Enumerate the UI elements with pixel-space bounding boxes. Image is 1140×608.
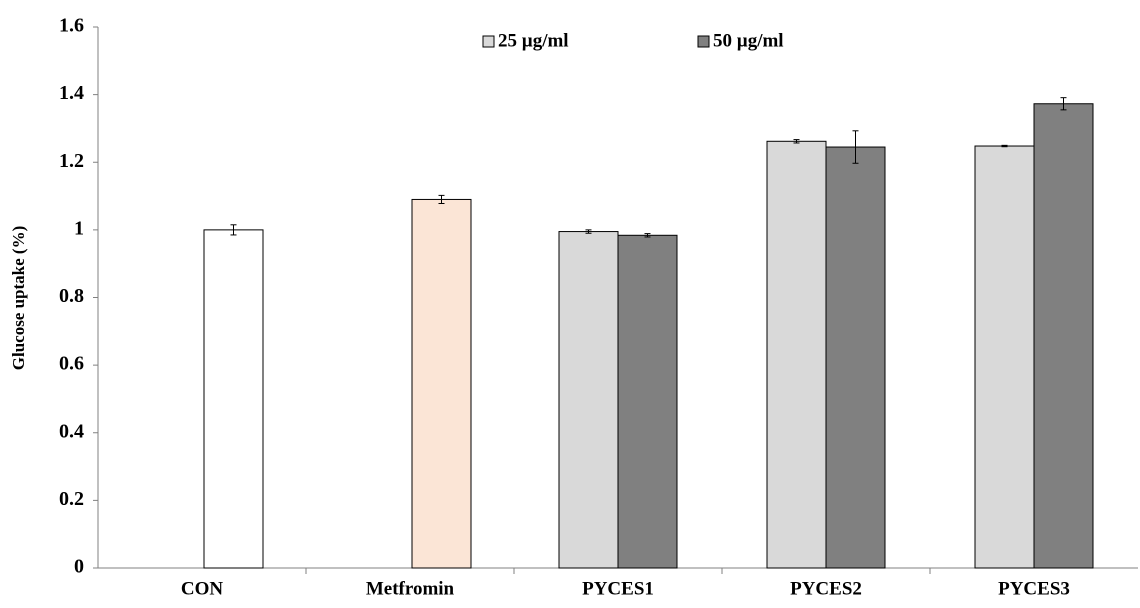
bar bbox=[558, 231, 619, 569]
x-tick-label: PYCES3 bbox=[998, 578, 1070, 599]
x-tick-label: PYCES1 bbox=[582, 578, 654, 599]
y-tick-label: 0 bbox=[74, 556, 84, 578]
x-tick-label: CON bbox=[181, 578, 224, 599]
y-tick-label: 1.2 bbox=[59, 150, 84, 172]
x-tick-label: PYCES2 bbox=[790, 578, 862, 599]
x-tick-label: Metfromin bbox=[366, 578, 455, 599]
y-tick-label: 0.8 bbox=[59, 285, 84, 307]
bar bbox=[766, 140, 827, 569]
y-axis-label: Glucose uptake (%) bbox=[9, 226, 28, 371]
bar bbox=[203, 229, 264, 569]
y-tick-label: 0.4 bbox=[59, 420, 84, 442]
legend-swatch bbox=[482, 35, 495, 48]
bar bbox=[974, 145, 1035, 569]
y-tick-label: 0.2 bbox=[59, 488, 84, 510]
legend-swatch bbox=[697, 35, 710, 48]
legend-label: 50 µg/ml bbox=[713, 30, 784, 51]
bar bbox=[825, 146, 886, 569]
bar bbox=[1033, 103, 1094, 569]
y-tick-label: 1 bbox=[74, 217, 84, 239]
y-tick-label: 1.4 bbox=[59, 82, 84, 104]
y-tick-label: 0.6 bbox=[59, 353, 84, 375]
legend-label: 25 µg/ml bbox=[498, 30, 569, 51]
y-tick-label: 1.6 bbox=[59, 15, 84, 37]
bar bbox=[411, 198, 472, 569]
bar bbox=[617, 234, 678, 569]
